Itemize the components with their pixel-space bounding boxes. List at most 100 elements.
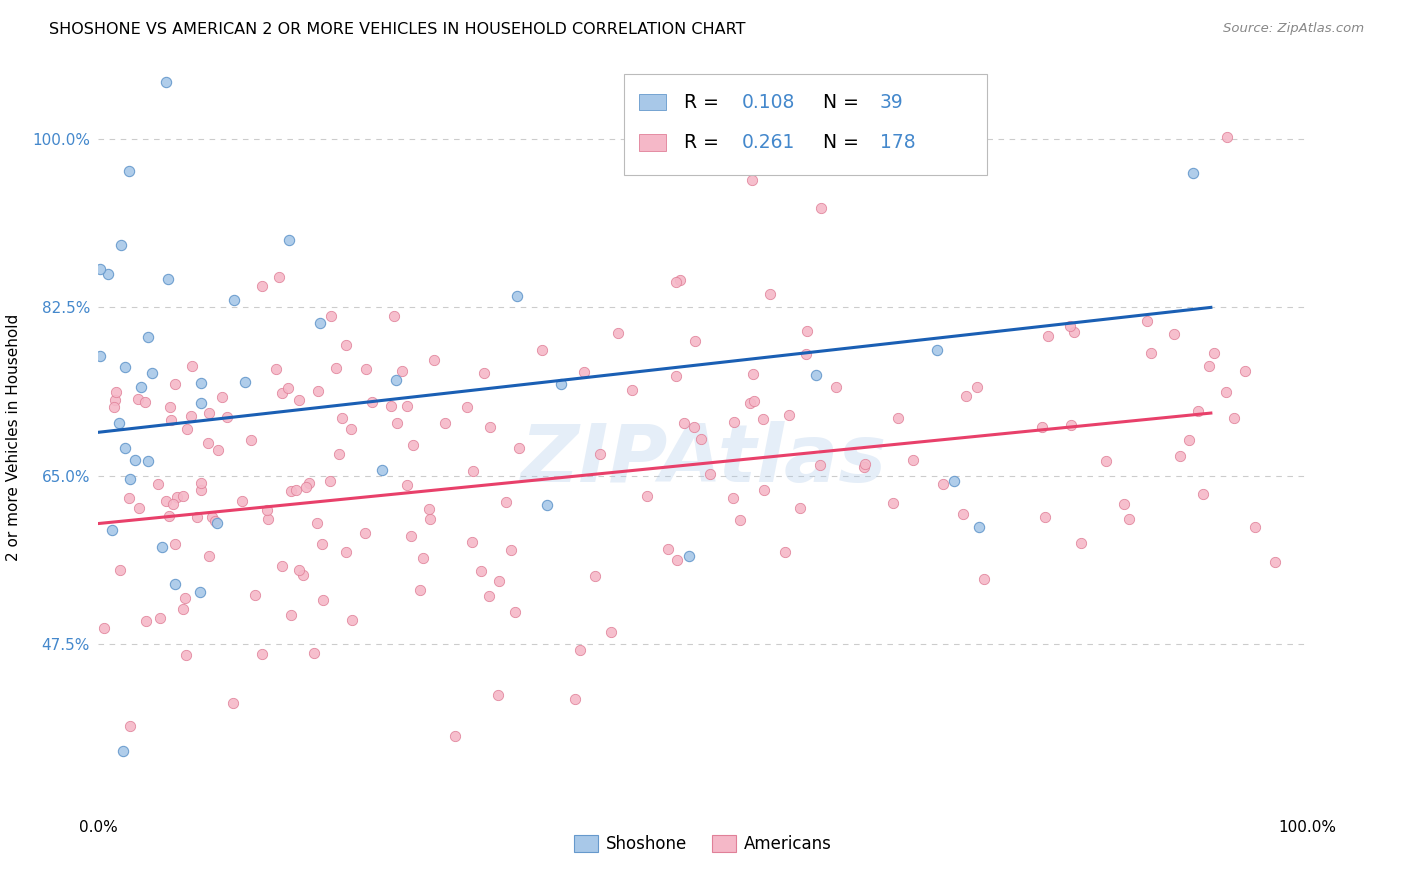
Point	[550, 376, 572, 391]
Text: R =: R =	[683, 133, 724, 153]
Point	[530, 343, 553, 357]
Point	[135, 614, 157, 628]
Point	[190, 396, 212, 410]
Point	[188, 585, 211, 599]
Point	[384, 310, 406, 324]
Point	[810, 201, 832, 215]
Point	[354, 525, 377, 540]
Point	[110, 237, 132, 252]
Point	[385, 416, 408, 430]
Point	[665, 275, 688, 289]
Point	[418, 502, 440, 516]
Point	[127, 392, 149, 406]
Point	[966, 380, 988, 394]
Point	[112, 744, 135, 758]
Point	[205, 516, 228, 530]
Point	[402, 438, 425, 452]
Point	[1060, 417, 1083, 432]
Point	[1063, 325, 1085, 339]
Point	[825, 380, 848, 394]
Point	[1202, 345, 1225, 359]
Point	[207, 443, 229, 458]
Point	[172, 489, 194, 503]
Point	[395, 478, 418, 492]
Point	[307, 516, 329, 530]
Legend: Shoshone, Americans: Shoshone, Americans	[568, 828, 838, 860]
Point	[470, 564, 492, 578]
Point	[683, 334, 706, 348]
Text: R =: R =	[683, 93, 724, 112]
Point	[342, 613, 364, 627]
Text: N =: N =	[823, 133, 865, 153]
Point	[385, 373, 408, 387]
Point	[636, 489, 658, 503]
Point	[789, 500, 811, 515]
Point	[157, 509, 180, 524]
Point	[180, 409, 202, 424]
Point	[108, 416, 131, 430]
Point	[901, 452, 924, 467]
Point	[180, 359, 202, 373]
Point	[572, 365, 595, 379]
Point	[319, 474, 342, 488]
Point	[796, 325, 818, 339]
Point	[335, 337, 357, 351]
FancyBboxPatch shape	[638, 94, 665, 111]
Point	[1094, 454, 1116, 468]
Point	[806, 368, 828, 382]
Point	[124, 453, 146, 467]
Point	[118, 491, 141, 506]
Point	[295, 480, 318, 494]
Point	[505, 289, 527, 303]
Point	[103, 400, 125, 414]
Point	[222, 696, 245, 710]
Point	[149, 611, 172, 625]
Point	[204, 515, 226, 529]
Point	[1033, 510, 1056, 524]
Point	[138, 330, 160, 344]
Point	[165, 376, 187, 391]
Point	[690, 432, 713, 446]
Point	[508, 442, 530, 456]
Point	[136, 453, 159, 467]
Point	[1223, 411, 1246, 425]
Point	[853, 457, 876, 471]
Point	[89, 261, 111, 276]
Text: Source: ZipAtlas.com: Source: ZipAtlas.com	[1223, 22, 1364, 36]
Point	[973, 572, 995, 586]
Point	[155, 75, 177, 89]
Point	[97, 267, 120, 281]
Point	[925, 343, 948, 357]
Point	[155, 494, 177, 508]
Point	[759, 287, 782, 301]
Point	[233, 375, 256, 389]
Point	[752, 412, 775, 426]
Point	[1070, 536, 1092, 550]
Point	[672, 417, 695, 431]
Point	[657, 542, 679, 557]
Point	[1178, 433, 1201, 447]
Point	[174, 648, 197, 662]
Point	[932, 476, 955, 491]
Point	[478, 419, 501, 434]
Point	[678, 549, 700, 564]
Y-axis label: 2 or more Vehicles in Household: 2 or more Vehicles in Household	[6, 313, 21, 561]
Point	[330, 410, 353, 425]
Point	[742, 394, 765, 409]
Point	[499, 543, 522, 558]
Point	[156, 272, 179, 286]
Point	[1244, 520, 1267, 534]
Point	[160, 412, 183, 426]
Point	[621, 383, 644, 397]
Point	[250, 279, 273, 293]
Point	[257, 511, 280, 525]
Point	[536, 499, 558, 513]
Point	[488, 574, 510, 588]
Point	[129, 379, 152, 393]
Point	[311, 537, 333, 551]
Point	[399, 529, 422, 543]
Point	[882, 496, 904, 510]
Point	[105, 384, 128, 399]
Point	[740, 395, 762, 409]
Point	[118, 164, 141, 178]
